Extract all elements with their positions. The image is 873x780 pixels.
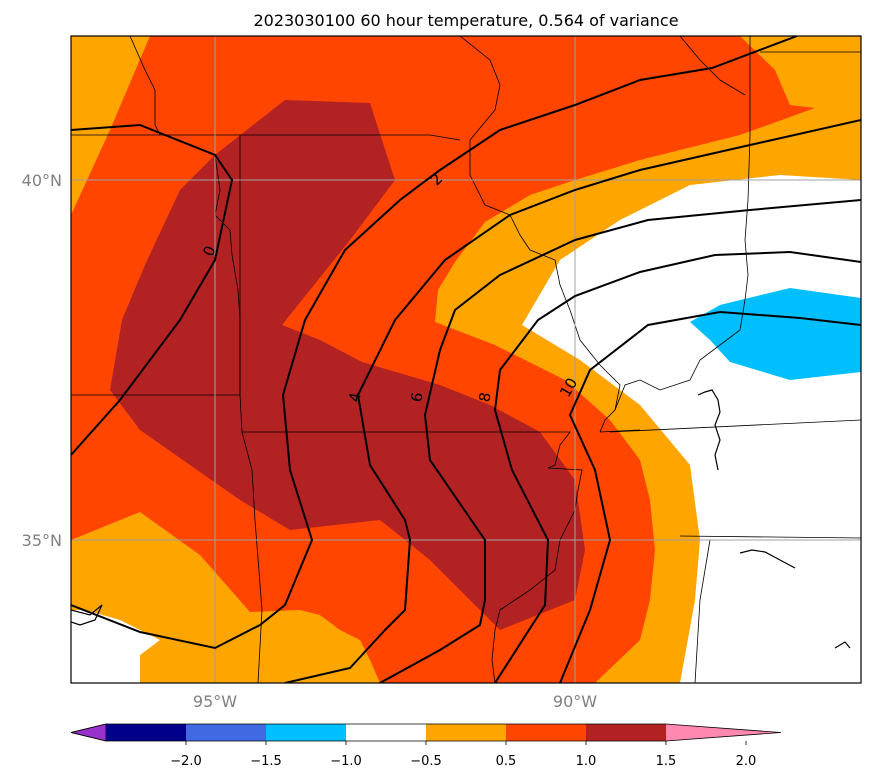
fill-region-light-blue bbox=[690, 288, 861, 380]
contour-0b bbox=[71, 36, 798, 650]
contour-label-4: 4 bbox=[345, 391, 364, 404]
colorbar-segment bbox=[426, 724, 506, 741]
colorbar-tick-label: 1.5 bbox=[656, 754, 677, 769]
map-title: 2023030100 60 hour temperature, 0.564 of… bbox=[253, 11, 678, 30]
contour-label-8: 8 bbox=[475, 391, 494, 404]
colorbar-tick-label: 2.0 bbox=[736, 754, 757, 769]
lon-label-90w: 90°W bbox=[553, 692, 597, 711]
colorbar-segment bbox=[266, 724, 346, 741]
colorbar-segment bbox=[186, 724, 266, 741]
map-frame bbox=[70, 35, 862, 684]
contour-label-6: 6 bbox=[407, 391, 426, 404]
colorbar-tick-label: −0.5 bbox=[410, 754, 442, 769]
contour-0 bbox=[71, 123, 234, 456]
lat-label-35n: 35°N bbox=[22, 531, 62, 550]
fill-region-dark-red bbox=[110, 100, 585, 630]
colorbar-tick-labels: −2.0 −1.5 −1.0 −0.5 0.5 1.0 1.5 2.0 bbox=[170, 754, 756, 769]
colorbar-segment bbox=[106, 724, 186, 741]
colorbar-tick-label: −2.0 bbox=[170, 754, 202, 769]
contour-10 bbox=[559, 310, 861, 683]
colorbar-outline bbox=[70, 723, 782, 742]
map-panel: 0 2 4 6 8 10 bbox=[71, 36, 861, 683]
colorbar bbox=[70, 723, 782, 745]
contour-6 bbox=[379, 199, 861, 683]
contour-lines bbox=[71, 36, 861, 683]
colorbar-tick-label: 1.0 bbox=[576, 754, 597, 769]
lon-label-95w: 95°W bbox=[193, 692, 237, 711]
colorbar-tick-label: 0.5 bbox=[496, 754, 517, 769]
coastlines bbox=[71, 389, 851, 649]
lat-label-40n: 40°N bbox=[22, 171, 62, 190]
colorbar-segment bbox=[506, 724, 586, 741]
colorbar-extend-low bbox=[70, 723, 107, 742]
contour-8 bbox=[493, 250, 861, 683]
colorbar-segment bbox=[586, 724, 666, 741]
gridlines bbox=[71, 36, 861, 683]
state-borders bbox=[71, 36, 861, 683]
colorbar-tick-label: −1.0 bbox=[330, 754, 362, 769]
colorbar-extend-high bbox=[666, 724, 781, 741]
contour-4 bbox=[284, 119, 861, 683]
colorbar-segment bbox=[346, 724, 426, 741]
colorbar-tick-label: −1.5 bbox=[250, 754, 282, 769]
